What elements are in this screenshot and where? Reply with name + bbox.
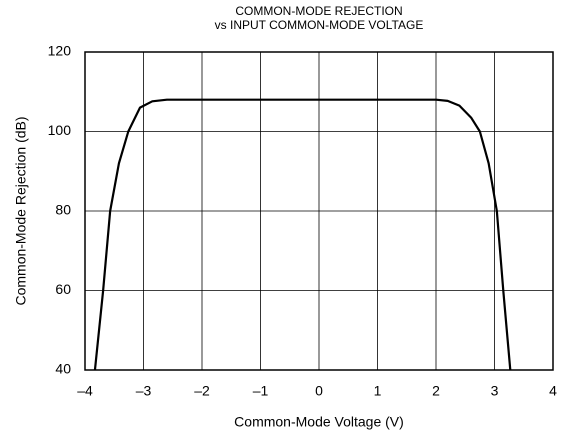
y-tick-label: 40: [55, 361, 71, 377]
y-tick-label: 80: [55, 202, 71, 218]
x-tick-label: –1: [253, 383, 269, 399]
x-tick-label: 4: [549, 383, 557, 399]
x-tick-label: 0: [315, 383, 323, 399]
x-tick-label: –4: [77, 383, 93, 399]
y-axis-label: Common-Mode Rejection (dB): [13, 116, 29, 305]
x-tick-label: 1: [374, 383, 382, 399]
x-axis-label: Common-Mode Voltage (V): [234, 414, 404, 430]
y-tick-label: 120: [48, 43, 72, 59]
chart-title: COMMON-MODE REJECTION: [235, 4, 402, 18]
x-tick-label: 2: [432, 383, 440, 399]
x-tick-label: –2: [194, 383, 210, 399]
x-tick-label: –3: [136, 383, 152, 399]
plot-frame: [84, 51, 554, 371]
data-line: [93, 98, 512, 371]
y-tick-label: 60: [55, 281, 71, 297]
chart-subtitle: vs INPUT COMMON-MODE VOLTAGE: [215, 18, 424, 32]
y-tick-label: 100: [48, 122, 72, 138]
x-tick-label: 3: [491, 383, 499, 399]
